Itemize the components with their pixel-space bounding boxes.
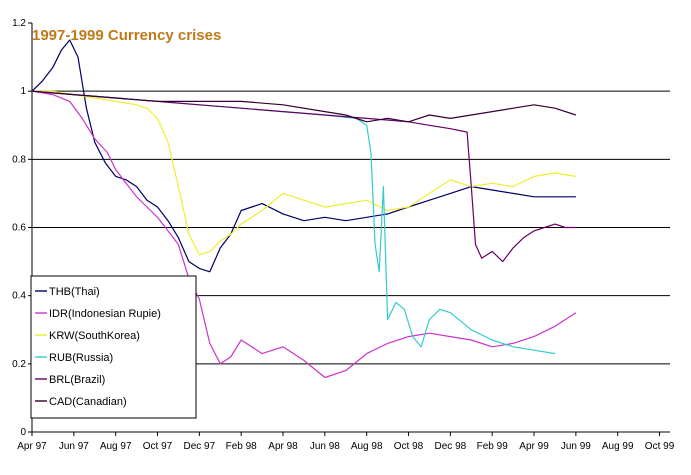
y-tick-label: 1.2 (12, 18, 26, 29)
legend-entry: KRW(SouthKorea) (49, 330, 140, 342)
chart-title: 1997-1999 Currency crises (32, 27, 221, 44)
x-tick-label: Feb 98 (226, 441, 258, 452)
x-tick-label: Dec 98 (435, 441, 467, 452)
legend-entry: RUB(Russia) (49, 352, 113, 364)
legend-box (30, 275, 197, 419)
y-tick-label: 0.2 (12, 359, 26, 370)
y-tick-label: 0.8 (12, 154, 26, 165)
series-line-cad-canadian (31, 90, 577, 123)
x-tick-label: Aug 98 (351, 441, 383, 452)
legend-entry: CAD(Canadian) (49, 396, 127, 408)
x-tick-label: Oct 97 (143, 441, 173, 452)
legend: THB(Thai) IDR(Indonesian Rupie) KRW(SouthK… (30, 275, 197, 419)
x-axis: Apr 97 Jun 97 Aug 97 Oct 97 Dec 97 Feb 98 Apr … (17, 431, 675, 452)
x-tick-label: Aug 99 (602, 441, 634, 452)
y-tick-label: 1 (20, 86, 26, 97)
series-line-idr-indonesian-rupie (31, 90, 577, 379)
x-tick-label: Apr 97 (17, 441, 47, 452)
series-lines (31, 39, 577, 379)
x-tick-label: Jun 99 (561, 441, 591, 452)
x-tick-label: Oct 98 (394, 441, 424, 452)
legend-entry: BRL(Brazil) (49, 374, 105, 386)
x-tick-label: Dec 97 (184, 441, 216, 452)
legend-entry: IDR(Indonesian Rupie) (49, 308, 161, 320)
x-tick-label: Feb 99 (477, 441, 509, 452)
legend-entry: THB(Thai) (49, 286, 100, 298)
x-tick-label: Apr 99 (519, 441, 549, 452)
y-tick-label: 0.6 (12, 223, 26, 234)
x-tick-label: Jun 98 (310, 441, 340, 452)
x-tick-label: Oct 99 (645, 441, 675, 452)
x-tick-label: Jun 97 (59, 441, 89, 452)
x-tick-label: Aug 97 (100, 441, 132, 452)
series-line-krw-southkorea (32, 90, 576, 256)
y-tick-label: 0 (20, 427, 26, 438)
x-tick-label: Apr 98 (268, 441, 298, 452)
y-axis: 0 0.2 0.4 0.6 0.8 1 1.2 (12, 18, 33, 438)
series-line-brl-brazil (31, 90, 576, 263)
series-line-thb-thai (31, 39, 576, 273)
y-tick-label: 0.4 (12, 291, 26, 302)
